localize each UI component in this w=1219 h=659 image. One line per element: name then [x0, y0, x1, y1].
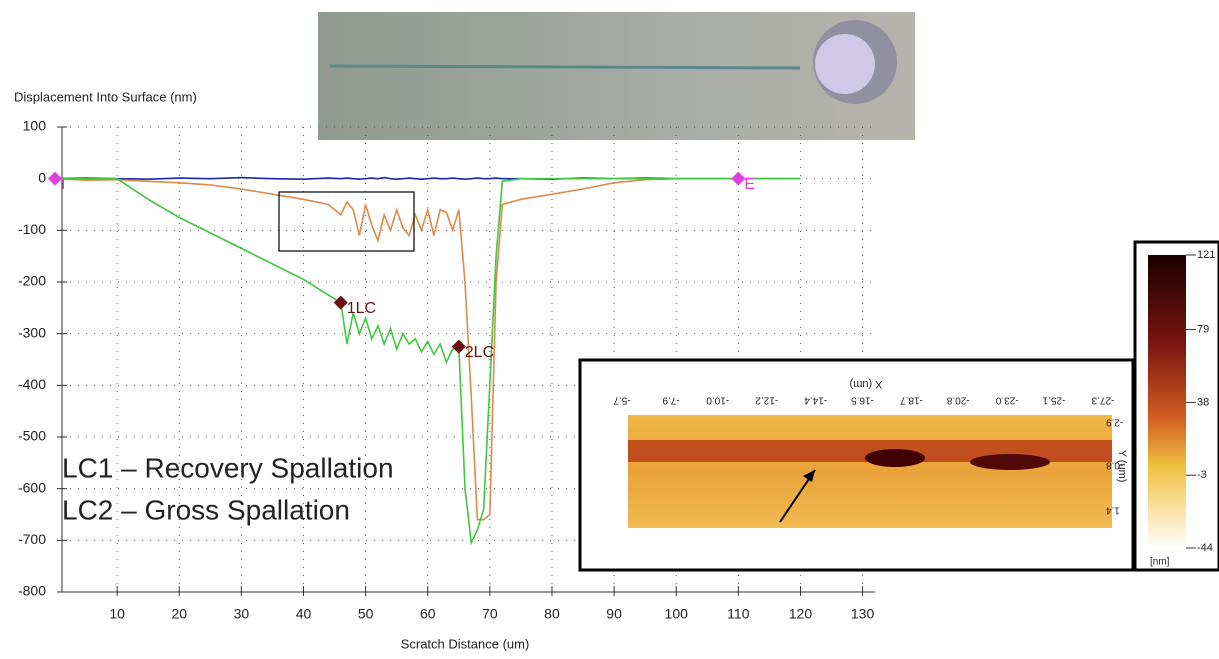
inset-x-tick-label: -14.4	[804, 394, 827, 405]
colorbar-gradient	[1148, 255, 1186, 548]
inset-x-tick-label: -20.8	[946, 394, 969, 405]
colorbar-unit: [nm]	[1150, 557, 1170, 568]
x-tick-label: 80	[544, 606, 560, 622]
x-tick-label: 100	[665, 606, 689, 622]
marker	[451, 339, 466, 354]
marker-label: 1LC	[347, 300, 376, 317]
afm-spall	[970, 454, 1050, 470]
x-tick-label: 30	[234, 606, 250, 622]
colorbar-tick-label: 79	[1197, 323, 1209, 335]
inset-y-tick-label: -0.8	[1106, 459, 1124, 470]
inset-x-tick-label: -10.0	[706, 394, 729, 405]
y-tick-label: -200	[18, 273, 46, 289]
afm-image	[628, 415, 1112, 528]
inset-y-tick-label: -2.9	[1106, 416, 1124, 427]
x-tick-label: 60	[420, 606, 436, 622]
x-tick-label: 50	[358, 606, 374, 622]
annotation: LC1 – Recovery Spallation	[62, 452, 394, 483]
inset-x-tick-label: -23.0	[995, 394, 1018, 405]
x-axis-title: Scratch Distance (um)	[401, 636, 530, 651]
afm-inset: -5.7 -7.9 -10.0 -12.2 -14.4 -16.5 -18.7 -20.8 -2…	[578, 358, 1135, 572]
annotation: LC2 – Gross Spallation	[62, 494, 350, 525]
x-tick-label: 130	[851, 606, 875, 622]
colorbar: 121 79 38 -3 -44 [nm]	[1133, 240, 1219, 572]
scratch-track	[329, 64, 801, 70]
marker	[48, 171, 62, 186]
inset-x-tick-label: -16.5	[851, 394, 874, 405]
inset-x-tick-label: -18.7	[900, 394, 923, 405]
x-tick-label: 10	[109, 606, 125, 622]
inset-x-tick-label: -5.7	[613, 394, 631, 405]
inset-x-tick-label: -25.1	[1042, 394, 1065, 405]
inset-x-tick-label: -27.3	[1091, 394, 1114, 405]
indent	[815, 34, 875, 94]
y-tick-label: 0	[38, 169, 46, 185]
x-tick-label: 90	[606, 606, 622, 622]
inset-y-title: Y (um)	[1116, 450, 1128, 483]
highlight-box	[278, 191, 415, 252]
inset-x-tick-label: -12.2	[755, 394, 778, 405]
inset-x-tick-label: -7.9	[662, 394, 680, 405]
marker-label: I	[61, 176, 65, 193]
y-tick-label: -100	[18, 221, 46, 237]
data-line	[54, 176, 801, 181]
colorbar-tick-label: -44	[1197, 542, 1213, 554]
afm-spall	[865, 449, 925, 467]
x-tick-label: 120	[789, 606, 813, 622]
scratch-photo	[318, 12, 915, 140]
colorbar-tick-label: -3	[1197, 469, 1207, 481]
y-tick-label: -800	[18, 583, 46, 599]
marker-label: 2LC	[465, 344, 494, 361]
y-tick-label: -700	[18, 531, 46, 547]
marker-label: E	[744, 176, 755, 193]
marker	[731, 171, 746, 186]
y-tick-label: -300	[18, 324, 46, 340]
inset-x-title: X (um)	[850, 378, 883, 390]
x-tick-label: 20	[171, 606, 187, 622]
marker	[333, 295, 348, 310]
data-line	[55, 177, 801, 546]
y-tick-label: -500	[18, 428, 46, 444]
inset-y-tick-label: 1.4	[1106, 504, 1120, 515]
x-tick-label: 40	[296, 606, 312, 622]
arrow-head	[803, 470, 815, 482]
y-tick-label: -400	[18, 376, 46, 392]
data-line	[54, 177, 801, 521]
colorbar-tick-label: 38	[1197, 396, 1209, 408]
x-tick-label: 110	[727, 606, 750, 622]
y-tick-label: 100	[23, 118, 47, 134]
x-tick-label: 70	[482, 606, 498, 622]
y-axis-title: Displacement Into Surface (nm)	[14, 89, 197, 104]
colorbar-tick-label: 121	[1197, 249, 1215, 261]
y-tick-label: -600	[18, 479, 46, 495]
